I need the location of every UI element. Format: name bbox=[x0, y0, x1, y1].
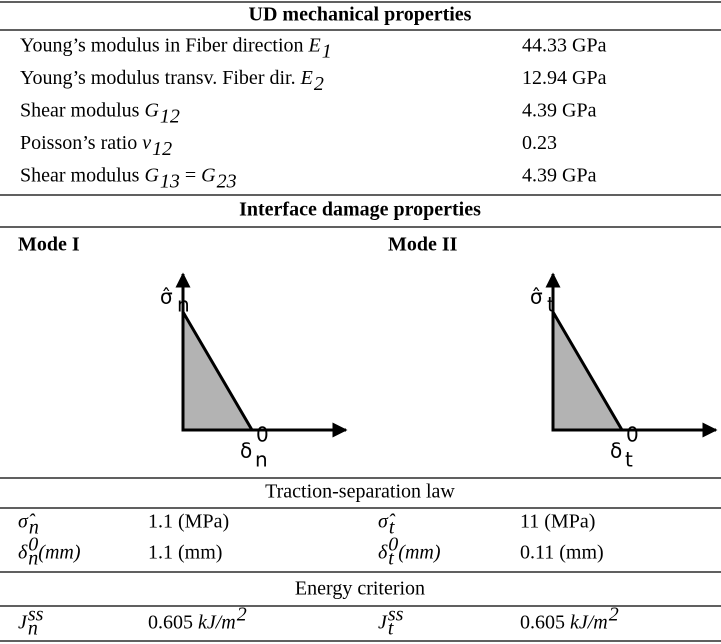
cell-text: 0.11 (mm) bbox=[520, 542, 604, 564]
mode-name: Mode I bbox=[18, 234, 80, 256]
separation-label: δ bbox=[610, 439, 622, 463]
superscript: ss bbox=[28, 604, 44, 626]
section-title: Interface damage properties bbox=[239, 199, 481, 221]
cell-text: J bbox=[378, 612, 388, 634]
cell-text: ν bbox=[142, 132, 151, 154]
superscript: 2 bbox=[609, 604, 619, 626]
subscript: 13 bbox=[160, 171, 180, 193]
section-title: Energy criterion bbox=[295, 578, 425, 600]
cell-text: 12.94 GPa bbox=[522, 67, 607, 89]
cell-text: 0.605 bbox=[148, 612, 198, 634]
cell-text: = bbox=[180, 165, 201, 187]
section-title: UD mechanical properties bbox=[249, 4, 472, 26]
cell-text: 1.1 (mm) bbox=[148, 542, 222, 564]
cell-text: Shear modulus bbox=[20, 165, 144, 187]
triangle bbox=[181, 306, 255, 432]
cell-text: Poisson’s ratio bbox=[20, 132, 142, 154]
separation-sub: n bbox=[255, 448, 268, 472]
separation-sub: t bbox=[625, 448, 633, 472]
cell-text: J bbox=[18, 612, 28, 634]
cell-text: E bbox=[308, 35, 321, 57]
cell-text: G bbox=[144, 165, 159, 187]
separation-label: δ bbox=[240, 439, 252, 463]
superscript: 0 bbox=[388, 534, 398, 556]
cell-text: Young’s modulus transv. Fiber dir. bbox=[20, 67, 301, 89]
subscript: 12 bbox=[160, 106, 180, 128]
cell-text: (mm) bbox=[398, 542, 441, 564]
mode-diagram bbox=[545, 272, 718, 438]
cell-text: 0.605 bbox=[520, 612, 570, 634]
cell-text: 4.39 GPa bbox=[522, 100, 597, 122]
subscript: 2 bbox=[314, 73, 324, 95]
cell-text: 11 (MPa) bbox=[520, 511, 595, 533]
cell-text: (mm) bbox=[38, 542, 81, 564]
cell-text: kJ/m bbox=[198, 612, 236, 634]
mode-diagram bbox=[175, 272, 348, 438]
cell-text: G bbox=[201, 165, 216, 187]
subscript: n bbox=[28, 548, 38, 570]
mode-name: Mode II bbox=[388, 234, 458, 256]
stress-label: σ̂ bbox=[530, 285, 543, 309]
subscript: 1 bbox=[322, 41, 332, 63]
cell-text: δ bbox=[18, 542, 28, 564]
cell-text: Young’s modulus in Fiber direction bbox=[20, 35, 309, 57]
superscript: 0 bbox=[28, 534, 38, 556]
section-title: Traction-separation law bbox=[265, 481, 455, 503]
separation-sup: 0 bbox=[626, 423, 639, 447]
cell-text: Shear modulus bbox=[20, 100, 144, 122]
subscript: 12 bbox=[152, 138, 172, 160]
subscript: n bbox=[29, 517, 39, 539]
stress-sub: n bbox=[177, 293, 190, 317]
superscript: ss bbox=[388, 604, 404, 626]
cell-text: E bbox=[300, 67, 313, 89]
stress-sub: t bbox=[547, 293, 555, 317]
subscript: n bbox=[28, 618, 38, 640]
cell-text: 0.23 bbox=[522, 132, 557, 154]
cell-text: G bbox=[144, 100, 159, 122]
superscript: 2 bbox=[237, 604, 247, 626]
subscript: t bbox=[388, 548, 394, 570]
subscript: t bbox=[388, 618, 394, 640]
cell-text: 1.1 (MPa) bbox=[148, 511, 229, 533]
separation-sup: 0 bbox=[256, 423, 269, 447]
triangle bbox=[551, 306, 625, 432]
subscript: 23 bbox=[217, 171, 237, 193]
subscript: t bbox=[389, 517, 395, 539]
cell-text: kJ/m bbox=[570, 612, 608, 634]
cell-text: 44.33 GPa bbox=[522, 35, 607, 57]
cell-text: δ bbox=[378, 542, 388, 564]
cell-text: 4.39 GPa bbox=[522, 165, 597, 187]
stress-label: σ̂ bbox=[160, 285, 173, 309]
